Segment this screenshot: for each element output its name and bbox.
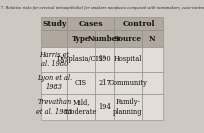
Bar <box>67 17 114 30</box>
Text: CIS: CIS <box>75 79 87 87</box>
Text: Source: Source <box>114 35 142 43</box>
Text: Control: Control <box>122 20 155 28</box>
Text: Trevathan
et al. 1983: Trevathan et al. 1983 <box>36 98 72 116</box>
Text: Number: Number <box>88 35 121 43</box>
Bar <box>142 94 163 120</box>
Bar <box>114 72 142 94</box>
Text: Hospital: Hospital <box>114 55 142 63</box>
Bar <box>41 47 67 72</box>
Bar <box>95 94 114 120</box>
Text: Family-
planning: Family- planning <box>113 98 143 116</box>
Bar <box>114 94 142 120</box>
Text: Community: Community <box>109 79 147 87</box>
Text: 217: 217 <box>98 79 111 87</box>
Bar <box>114 47 142 72</box>
Bar <box>114 30 142 47</box>
Bar <box>67 47 95 72</box>
Text: Dysplasia/CIS¹: Dysplasia/CIS¹ <box>56 55 106 63</box>
Text: Type: Type <box>72 35 90 43</box>
Text: Mild,
moderate: Mild, moderate <box>65 98 97 116</box>
Bar <box>142 72 163 94</box>
Bar <box>41 30 67 47</box>
Text: N: N <box>149 35 155 43</box>
Text: 190: 190 <box>98 55 111 63</box>
Text: Cases: Cases <box>79 20 103 28</box>
Bar <box>114 17 163 30</box>
Bar <box>67 72 95 94</box>
Bar <box>41 17 67 30</box>
Bar <box>67 94 95 120</box>
Bar <box>95 47 114 72</box>
Text: Study: Study <box>42 20 67 28</box>
Bar <box>67 30 95 47</box>
Bar <box>95 30 114 47</box>
Bar <box>95 72 114 94</box>
Bar <box>142 30 163 47</box>
Bar <box>142 47 163 72</box>
Text: Harris et
al. 1980: Harris et al. 1980 <box>39 51 69 68</box>
Text: Lyon et al.
1983: Lyon et al. 1983 <box>37 74 72 91</box>
Text: 194: 194 <box>98 103 111 111</box>
Bar <box>41 94 67 120</box>
Text: Table 3.17. Relative risks for cervical intraepithelial for smokers neoplasia co: Table 3.17. Relative risks for cervical … <box>0 6 204 10</box>
Bar <box>41 72 67 94</box>
